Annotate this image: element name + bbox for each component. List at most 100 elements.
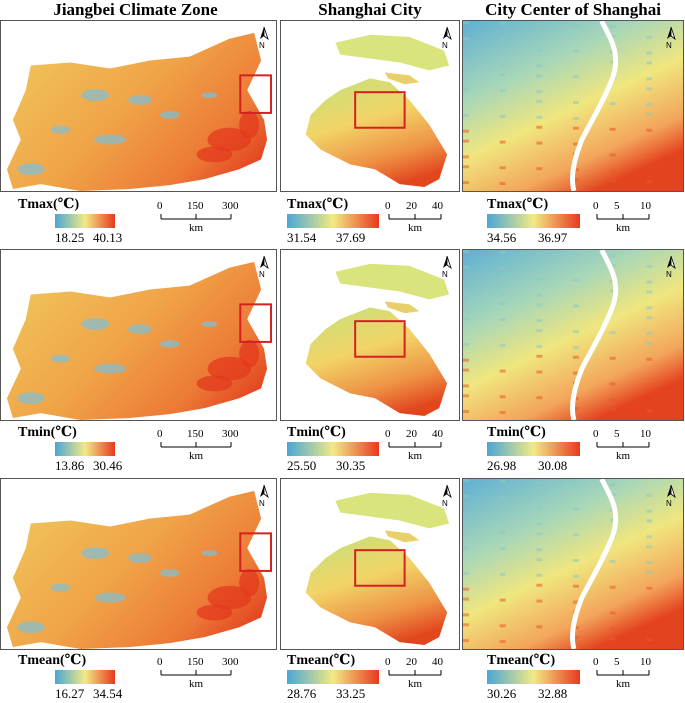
urban-patch bbox=[499, 47, 506, 51]
cool-patch bbox=[16, 621, 45, 634]
urban-patch bbox=[463, 546, 469, 550]
urban-patch bbox=[573, 355, 579, 359]
scale-tick-label: 40 bbox=[432, 428, 443, 440]
urban-patch bbox=[536, 583, 543, 587]
urban-patch bbox=[499, 250, 506, 254]
cool-patch bbox=[94, 363, 127, 374]
cool-patch bbox=[94, 134, 127, 145]
legend-max: 37.69 bbox=[336, 230, 366, 245]
urban-patch bbox=[609, 102, 616, 106]
urban-patch bbox=[463, 623, 469, 627]
island-map bbox=[384, 301, 420, 314]
cool-patch bbox=[81, 89, 110, 102]
urban-patch bbox=[499, 369, 506, 373]
urban-patch bbox=[499, 276, 506, 280]
city-center-frame bbox=[354, 91, 406, 129]
urban-patch bbox=[536, 480, 543, 484]
shanghai-mainland-map bbox=[305, 307, 448, 417]
map-panel-jiangbei-row1: N bbox=[0, 20, 277, 192]
cool-patch bbox=[159, 110, 180, 119]
urban-patch bbox=[463, 291, 469, 295]
legend-max: 30.46 bbox=[93, 458, 123, 473]
cool-patch bbox=[128, 324, 152, 335]
urban-patch bbox=[499, 395, 506, 399]
urban-patch bbox=[536, 293, 543, 297]
urban-patch bbox=[463, 250, 469, 253]
colorbar bbox=[287, 442, 379, 456]
scale-tick-label: 300 bbox=[222, 200, 239, 212]
urban-patch bbox=[646, 290, 653, 294]
study-area-frame bbox=[239, 303, 273, 343]
cool-patch bbox=[159, 568, 180, 577]
urban-patch bbox=[536, 370, 543, 374]
hot-patch bbox=[239, 110, 260, 139]
urban-patch bbox=[463, 88, 469, 92]
scale-tick-label: 150 bbox=[187, 656, 204, 668]
urban-patch bbox=[536, 90, 543, 94]
scale-tick-label: 20 bbox=[406, 200, 417, 212]
colorbar bbox=[487, 670, 580, 684]
urban-patch bbox=[536, 48, 543, 52]
urban-patch bbox=[646, 180, 653, 184]
urban-patch bbox=[536, 532, 543, 536]
scale-line bbox=[388, 214, 442, 220]
urban-patch bbox=[609, 585, 616, 589]
urban-patch bbox=[573, 397, 579, 401]
north-arrow-icon: N bbox=[665, 485, 677, 508]
map-panel-jiangbei-row2: N bbox=[0, 249, 277, 421]
north-arrow-icon: N bbox=[441, 27, 453, 50]
hot-patch bbox=[196, 146, 233, 163]
colorbar bbox=[55, 670, 115, 684]
jiangbei-region-map bbox=[6, 490, 268, 649]
urban-patch bbox=[573, 178, 579, 182]
urban-patch bbox=[536, 344, 543, 348]
urban-patch bbox=[573, 574, 579, 578]
urban-patch bbox=[609, 382, 616, 386]
legend-max: 33.25 bbox=[336, 686, 366, 701]
urban-patch bbox=[499, 182, 506, 186]
north-arrow-icon: N bbox=[441, 256, 453, 279]
scale-line bbox=[596, 214, 650, 220]
north-arrow-icon: N bbox=[258, 485, 270, 508]
urban-patch bbox=[646, 612, 653, 616]
scale-unit: km bbox=[408, 450, 423, 462]
north-arrow-icon: N bbox=[665, 27, 677, 50]
legend-title: Tmin(℃) bbox=[18, 425, 77, 440]
colorbar bbox=[287, 670, 379, 684]
column-title-jiangbei: Jiangbei Climate Zone bbox=[53, 0, 218, 19]
urban-patch bbox=[499, 572, 506, 576]
island-map bbox=[384, 72, 420, 85]
island-map bbox=[384, 530, 420, 543]
map-panel-shanghai-row1: N bbox=[280, 20, 460, 192]
scale-line bbox=[388, 670, 442, 676]
urban-patch bbox=[573, 533, 579, 537]
legend-title: Tmax(℃) bbox=[18, 197, 80, 212]
scale-tick-label: 300 bbox=[222, 428, 239, 440]
urban-patch bbox=[499, 63, 506, 67]
urban-patch bbox=[536, 251, 543, 255]
legend-title: Tmean(℃) bbox=[487, 653, 556, 668]
urban-patch bbox=[499, 598, 506, 602]
urban-patch bbox=[499, 343, 506, 347]
scale-tick-label: 0 bbox=[157, 656, 163, 668]
urban-patch bbox=[573, 23, 579, 27]
urban-patch bbox=[646, 112, 653, 116]
urban-patch bbox=[499, 318, 506, 322]
hot-patch bbox=[196, 375, 233, 392]
scale-tick-label: 10 bbox=[640, 200, 651, 212]
north-label: N bbox=[442, 270, 448, 279]
cool-patch bbox=[128, 95, 152, 106]
urban-patch bbox=[646, 77, 653, 81]
urban-patch bbox=[609, 611, 616, 615]
urban-patch bbox=[536, 303, 543, 307]
urban-patch bbox=[463, 165, 469, 169]
legend-max: 30.35 bbox=[336, 458, 366, 473]
urban-patch bbox=[499, 640, 506, 644]
scale-tick-label: 20 bbox=[406, 428, 417, 440]
cool-patch bbox=[128, 553, 152, 564]
urban-patch bbox=[609, 60, 616, 64]
urban-patch bbox=[463, 155, 469, 159]
urban-patch bbox=[573, 142, 579, 146]
scale-tick-label: 40 bbox=[432, 656, 443, 668]
scale-tick-label: 40 bbox=[432, 200, 443, 212]
